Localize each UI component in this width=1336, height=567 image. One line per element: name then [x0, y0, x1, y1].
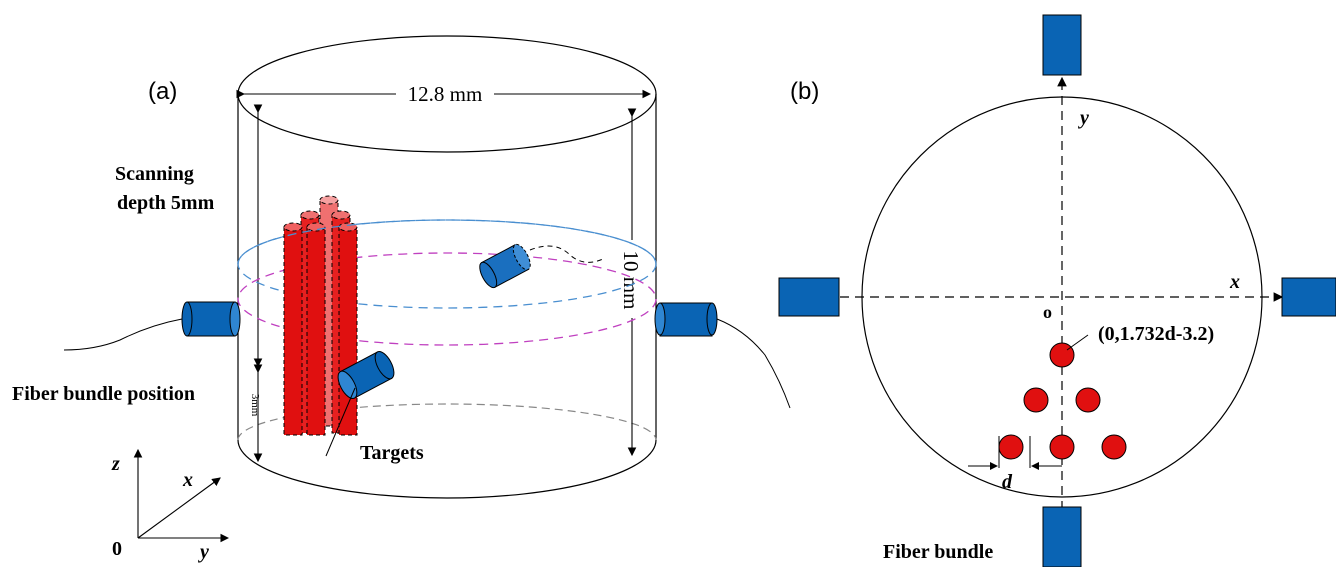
- x-axis-label: x: [1229, 271, 1240, 293]
- target-circle-top: [1049, 342, 1075, 368]
- axis-x-label: x: [182, 469, 193, 491]
- fiber-position-label: Fiber bundle position: [12, 383, 195, 405]
- diameter-label: 12.8 mm: [408, 82, 483, 106]
- target-rod-front-left: [283, 222, 303, 436]
- target-circle-bottom-right: [1101, 434, 1127, 460]
- origin-label: o: [1043, 302, 1052, 322]
- fiber-probe-left: [63, 301, 241, 351]
- panel-a: (a) 12.8 mm 10 mm 3mm: [12, 35, 791, 563]
- scan-label-line1: Scanning: [115, 163, 194, 185]
- fiber-probe-inner-back: [479, 243, 606, 289]
- coord-pointer: [1066, 334, 1089, 351]
- panel-b: (b) x y o (0,1.732d-3.2) d Fiber: [778, 14, 1336, 567]
- coord-label: (0,1.732d-3.2): [1098, 323, 1214, 345]
- fiber-probe-inner-front: [337, 350, 395, 400]
- targets-label: Targets: [360, 442, 424, 464]
- fiber-bundle-left: [778, 277, 840, 317]
- target-circle-mid-right: [1075, 387, 1101, 413]
- target-rods: [283, 195, 358, 436]
- axis-y-label: y: [198, 541, 209, 563]
- panel-a-label: (a): [148, 78, 177, 105]
- small-depth-label: 3mm: [249, 394, 261, 417]
- ring-magenta: [237, 252, 657, 346]
- height-label: 10 mm: [619, 251, 643, 310]
- axis-origin-label: 0: [112, 538, 122, 560]
- target-circle-mid-left: [1023, 387, 1049, 413]
- d-label: d: [1002, 471, 1013, 493]
- fiber-bundle-right: [1281, 277, 1336, 317]
- axis-triad: [133, 448, 230, 543]
- fiber-bundle-label: Fiber bundle: [883, 541, 993, 563]
- cylinder-bottom-front: [237, 439, 657, 499]
- target-rod-front-center: [306, 222, 326, 436]
- y-axis-label: y: [1078, 107, 1089, 129]
- targets-pointer: [325, 387, 356, 457]
- fiber-bundle-bottom: [1042, 506, 1082, 567]
- fiber-bundle-top: [1042, 14, 1082, 76]
- panel-b-label: (b): [790, 78, 819, 105]
- axis-z-label: z: [111, 453, 120, 475]
- scan-label-line2: depth 5mm: [117, 192, 215, 214]
- fiber-probe-right: [654, 302, 791, 409]
- target-circle-bottom-left: [998, 434, 1024, 460]
- target-circle-bottom-center: [1049, 434, 1075, 460]
